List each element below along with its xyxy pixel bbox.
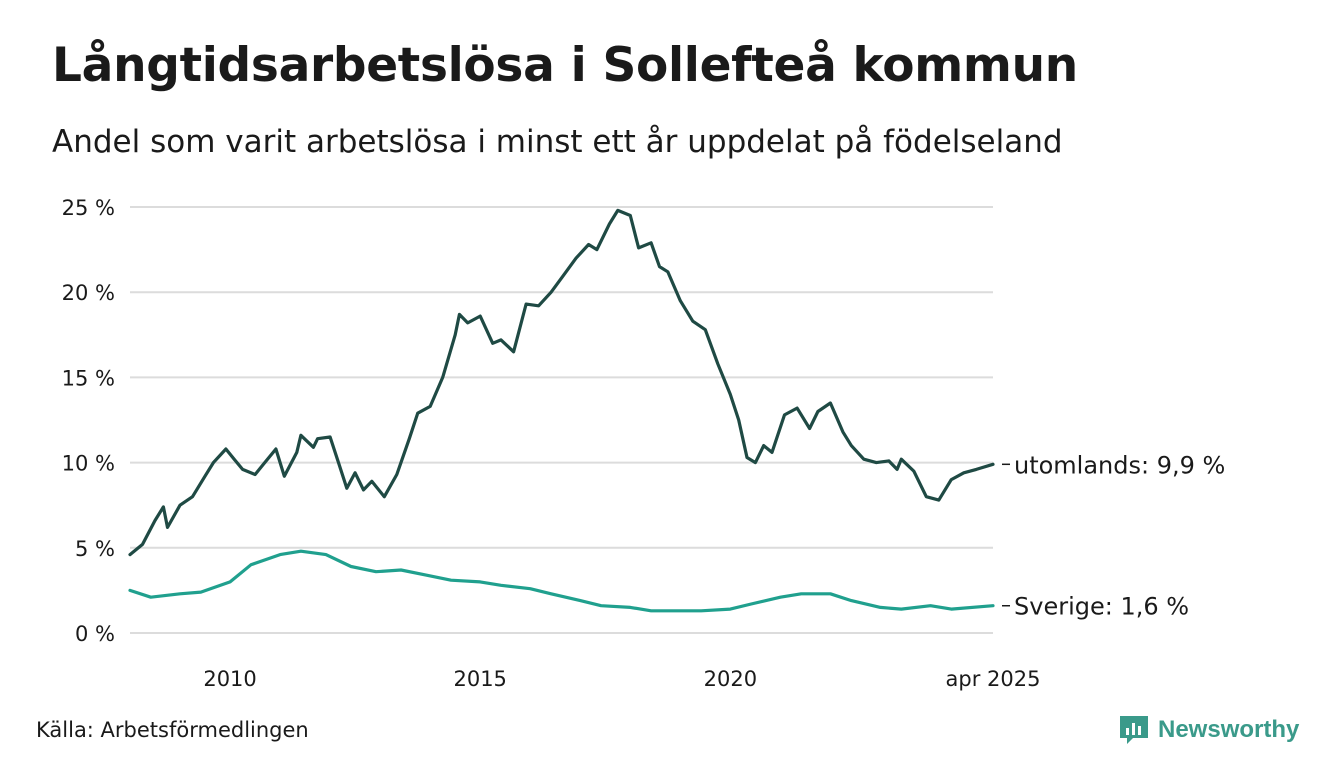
x-tick-label: 2020 xyxy=(704,667,757,691)
chart-subtitle: Andel som varit arbetslösa i minst ett å… xyxy=(52,124,1063,160)
brand-name: Newsworthy xyxy=(1158,716,1300,743)
x-tick-label: apr 2025 xyxy=(946,667,1041,691)
series-end-label: Sverige: 1,6 % xyxy=(1014,593,1189,621)
chart-title: Långtidsarbetslösa i Sollefteå kommun xyxy=(52,38,1078,93)
y-tick-label: 5 % xyxy=(75,537,115,561)
x-tick-label: 2010 xyxy=(203,667,256,691)
y-tick-label: 10 % xyxy=(62,452,115,476)
y-tick-label: 20 % xyxy=(62,281,115,305)
source-note: Källa: Arbetsförmedlingen xyxy=(36,718,309,742)
series-line-sverige xyxy=(128,549,995,613)
series-line-utomlands xyxy=(128,208,995,557)
y-tick-label: 25 % xyxy=(62,196,115,220)
y-tick-label: 15 % xyxy=(62,366,115,390)
line-chart: 0 % 5 % 10 % 15 % 20 % 25 % 2010 2015 2020 apr 20… xyxy=(62,196,1226,691)
y-tick-label: 0 % xyxy=(75,622,115,646)
brand-logo: Newsworthy xyxy=(1118,714,1299,746)
newsworthy-logo-icon xyxy=(1120,716,1148,744)
x-tick-label: 2015 xyxy=(453,667,506,691)
series-end-label: utomlands: 9,9 % xyxy=(1014,451,1225,479)
